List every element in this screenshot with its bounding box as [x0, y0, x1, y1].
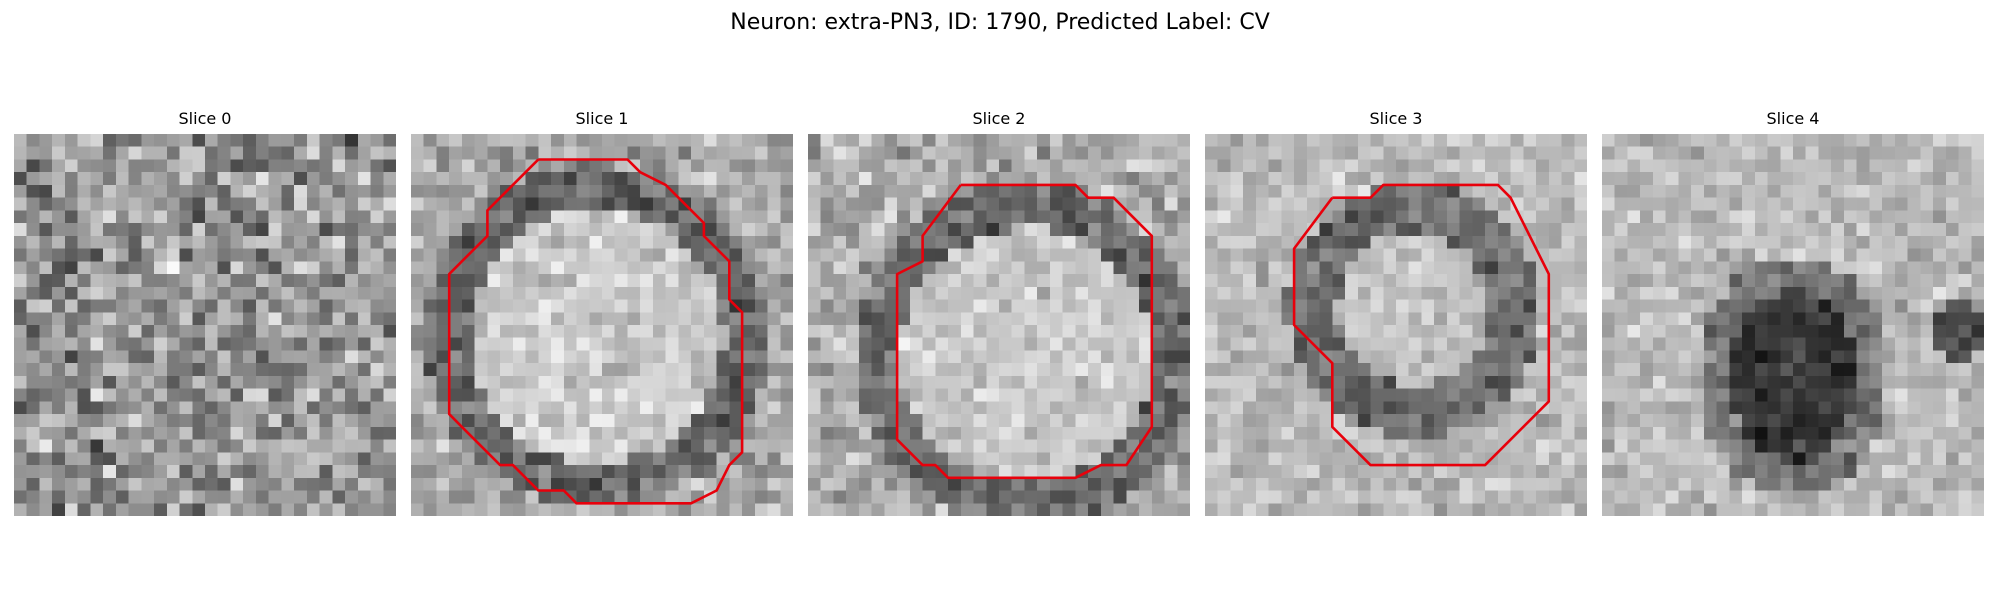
- contour-overlay-4: [1602, 134, 1984, 516]
- slice-image-1: [411, 134, 793, 516]
- cell-contour-3: [1292, 183, 1551, 467]
- slice-title-0: Slice 0: [178, 109, 232, 128]
- slice-image-4: [1602, 134, 1984, 516]
- slice-image-3: [1205, 134, 1587, 516]
- contour-overlay-0: [14, 134, 396, 516]
- contour-overlay-1: [447, 158, 744, 505]
- cell-contour-1: [447, 158, 744, 505]
- slice-image-0: [14, 134, 396, 516]
- figure-title: Neuron: extra-PN3, ID: 1790, Predicted L…: [730, 10, 1270, 35]
- contour-overlay-3: [1292, 183, 1551, 467]
- slice-title-4: Slice 4: [1766, 109, 1820, 128]
- slice-title-1: Slice 1: [575, 109, 629, 128]
- slice-panel-2: [808, 134, 1190, 516]
- cell-contour-2: [895, 183, 1154, 480]
- slice-panel-3: [1205, 134, 1587, 516]
- slice-title-3: Slice 3: [1369, 109, 1423, 128]
- slice-panel-1: [411, 134, 793, 516]
- contour-overlay-2: [895, 183, 1154, 480]
- slice-panel-0: [14, 134, 396, 516]
- slice-panel-4: [1602, 134, 1984, 516]
- slice-title-2: Slice 2: [972, 109, 1026, 128]
- slice-image-2: [808, 134, 1190, 516]
